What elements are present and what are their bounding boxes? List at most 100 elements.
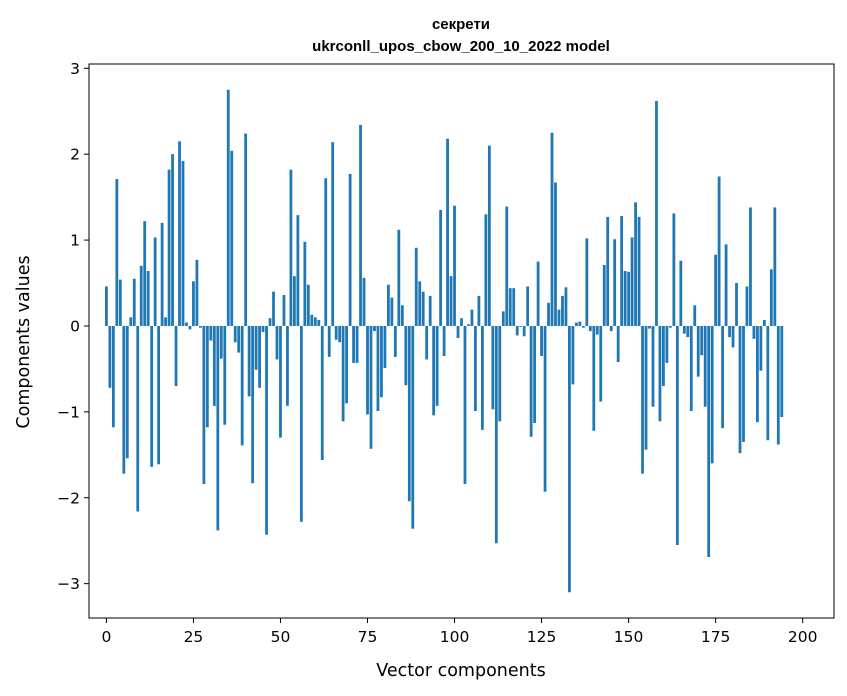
bar-123	[533, 325, 536, 424]
bar-186	[752, 325, 756, 339]
bar-88	[411, 325, 415, 529]
bar-94	[432, 325, 436, 416]
bar-55	[296, 215, 300, 326]
y-tick-label: 1	[70, 232, 80, 250]
bar-153	[637, 216, 641, 326]
bar-122	[529, 325, 533, 437]
bar-3	[115, 179, 119, 326]
bar-194	[780, 325, 784, 418]
x-tick-label: 25	[184, 628, 204, 646]
x-tick-label: 150	[614, 628, 644, 646]
x-axis-ticks: 0 25 50 75 100 125 150 175 200	[101, 618, 817, 646]
bar-121	[526, 286, 530, 326]
bar-12	[146, 271, 150, 326]
y-tick-label: −2	[57, 489, 80, 507]
bar-163	[672, 213, 676, 326]
x-axis-label: Vector components	[376, 661, 545, 681]
bar-58	[306, 284, 310, 326]
bar-144	[606, 216, 610, 326]
bar-84	[397, 229, 401, 326]
bar-82	[390, 297, 394, 326]
bar-143	[602, 264, 606, 326]
bar-93	[428, 295, 432, 326]
bar-64	[327, 325, 331, 357]
y-tick-label: 0	[70, 317, 80, 335]
x-tick-label: 175	[701, 628, 731, 646]
bar-140	[592, 325, 596, 431]
bar-56	[299, 325, 303, 522]
bar-44	[258, 325, 261, 388]
bar-23	[185, 322, 188, 326]
bar-62	[320, 325, 324, 460]
bar-96	[439, 210, 443, 326]
bar-78	[376, 325, 380, 411]
bar-115	[505, 206, 509, 326]
bar-184	[745, 286, 749, 326]
bar-173	[707, 325, 711, 558]
bar-27	[199, 325, 202, 328]
bar-30	[209, 325, 213, 341]
bar-70	[348, 173, 352, 326]
bar-175	[714, 254, 718, 326]
bar-61	[317, 319, 321, 326]
bar-125	[540, 325, 543, 357]
bar-150	[627, 271, 630, 326]
bar-4	[118, 279, 122, 326]
bar-193	[776, 325, 780, 445]
bar-118	[515, 325, 519, 336]
bar-100	[453, 205, 456, 326]
bar-141	[595, 325, 599, 335]
bar-69	[345, 325, 349, 404]
bar-73	[359, 124, 362, 326]
bar-29	[205, 325, 209, 428]
bar-36	[230, 150, 234, 326]
bar-171	[700, 325, 704, 356]
bar-21	[178, 141, 181, 326]
bar-177	[721, 325, 724, 429]
bar-129	[554, 182, 557, 326]
bar-135	[574, 322, 578, 326]
bar-169	[693, 305, 697, 326]
bar-7	[129, 317, 133, 326]
bar-10	[139, 265, 143, 326]
bar-42	[251, 325, 255, 484]
bar-103	[463, 325, 467, 485]
bar-134	[571, 325, 575, 385]
bar-65	[331, 142, 335, 326]
bar-49	[275, 325, 279, 360]
bar-182	[738, 325, 742, 454]
bar-22	[181, 161, 185, 326]
bar-116	[508, 288, 512, 326]
x-tick-label: 0	[101, 628, 111, 646]
bar-107	[477, 295, 481, 326]
bar-192	[773, 207, 777, 326]
bar-130	[557, 309, 561, 326]
bar-40	[244, 133, 248, 326]
bar-60	[313, 317, 317, 326]
bar-181	[735, 283, 738, 326]
bar-19	[171, 154, 174, 326]
bar-97	[442, 325, 446, 357]
bar-71	[352, 325, 355, 363]
bar-37	[233, 325, 237, 343]
bar-172	[703, 325, 707, 407]
bar-11	[143, 221, 147, 326]
x-tick-label: 125	[527, 628, 557, 646]
bar-34	[223, 325, 227, 425]
plot-frame	[88, 63, 835, 619]
bar-136	[578, 321, 582, 326]
bar-164	[675, 325, 679, 545]
bar-90	[418, 281, 422, 326]
bar-33	[219, 325, 223, 359]
bar-18	[167, 169, 171, 326]
bar-68	[341, 325, 345, 422]
bar-109	[484, 214, 488, 326]
bar-92	[425, 325, 429, 360]
bar-137	[581, 325, 585, 328]
bar-131	[561, 295, 564, 326]
bar-159	[658, 325, 662, 422]
bar-24	[188, 325, 192, 330]
bar-180	[731, 325, 735, 348]
bar-91	[421, 291, 425, 326]
bar-20	[174, 325, 178, 387]
